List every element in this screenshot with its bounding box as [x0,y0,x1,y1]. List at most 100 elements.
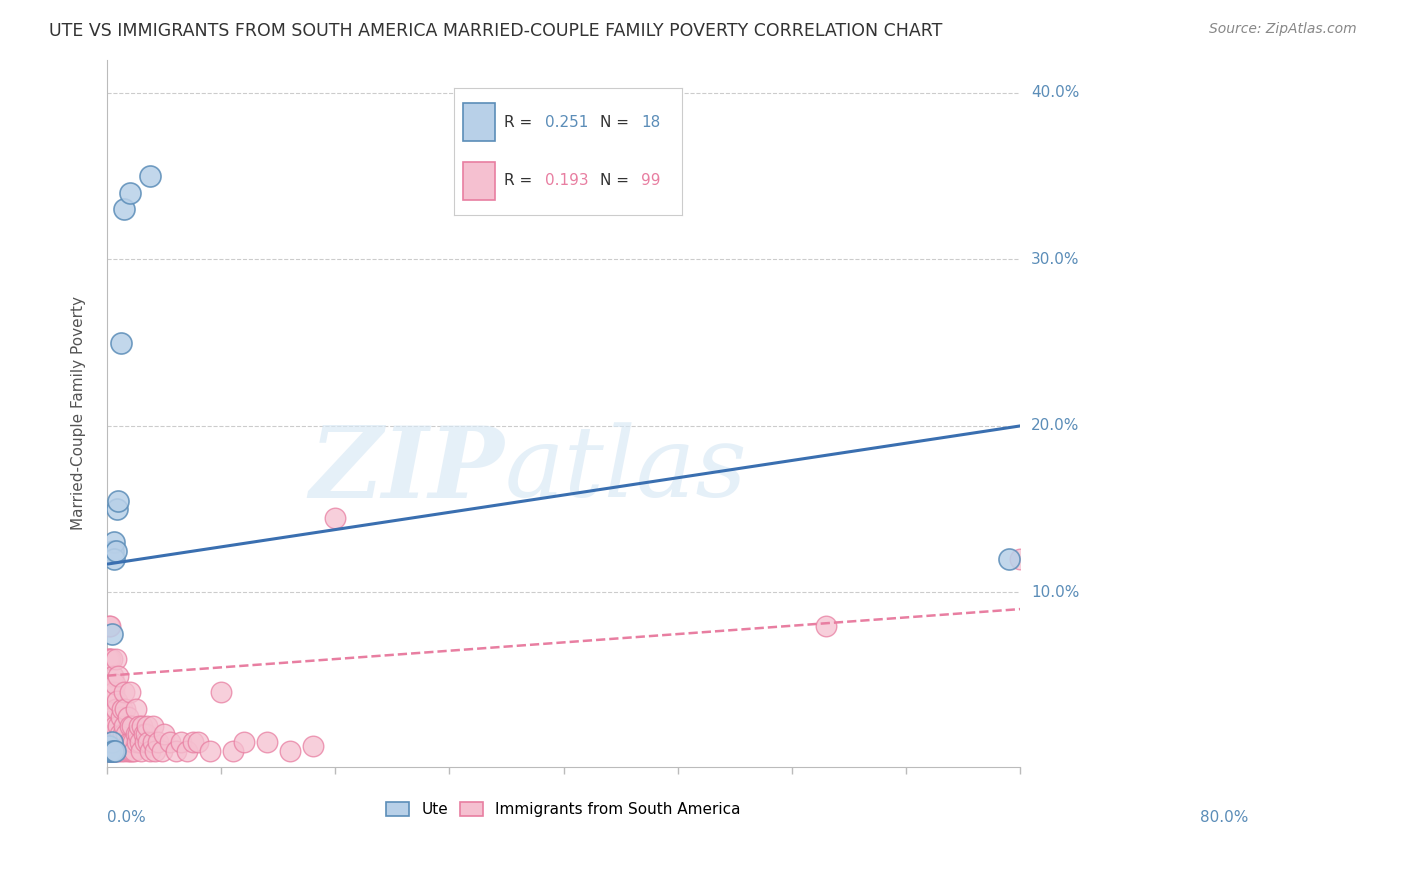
Point [105,652,128,666]
Point [114,735,136,749]
Point [110,744,132,758]
Point [101,710,124,724]
Point [105,702,128,716]
Point [1010,552,1032,566]
Point [112,718,135,732]
Text: Source: ZipAtlas.com: Source: ZipAtlas.com [1209,22,1357,37]
Point [104,744,127,758]
Point [112,202,135,217]
Point [98,685,121,699]
Point [100,652,122,666]
Point [100,744,122,758]
Point [112,727,135,741]
Point [136,735,159,749]
Point [132,727,155,741]
Point [115,727,138,741]
Point [121,718,143,732]
Point [187,735,209,749]
Point [124,744,146,758]
Point [97,685,120,699]
Point [101,668,124,682]
Point [120,735,142,749]
Point [97,652,120,666]
Point [142,718,165,732]
Point [112,744,135,758]
Point [301,739,323,753]
Text: 30.0%: 30.0% [1031,252,1080,267]
Point [100,718,122,732]
Point [103,552,125,566]
Point [815,618,838,632]
Point [100,693,122,707]
Point [142,735,165,749]
Point [997,552,1019,566]
Point [143,744,166,758]
Point [278,744,301,758]
Point [221,744,243,758]
Point [136,718,159,732]
Point [97,744,120,758]
Point [97,718,120,732]
Point [128,718,150,732]
Point [101,543,124,558]
Point [198,744,221,758]
Point [117,710,139,724]
Point [105,693,128,707]
Point [181,735,204,749]
Point [129,735,152,749]
Point [100,744,122,758]
Point [114,702,136,716]
Point [105,735,128,749]
Point [165,744,187,758]
Text: ZIP: ZIP [309,422,505,518]
Text: 40.0%: 40.0% [1031,86,1080,101]
Point [98,618,121,632]
Point [97,735,120,749]
Point [100,618,122,632]
Text: atlas: atlas [505,423,747,517]
Text: 0.0%: 0.0% [107,810,146,825]
Point [103,744,125,758]
Point [118,735,141,749]
Point [325,510,347,524]
Point [176,744,198,758]
Point [107,744,129,758]
Point [134,735,156,749]
Point [125,735,148,749]
Text: 10.0%: 10.0% [1031,585,1080,600]
Point [100,627,122,641]
Point [111,735,134,749]
Point [124,727,146,741]
Point [98,735,121,749]
Point [107,493,129,508]
Point [103,685,125,699]
Point [108,727,131,741]
Point [150,744,173,758]
Point [100,735,122,749]
Point [101,735,124,749]
Point [111,702,134,716]
Point [110,335,132,350]
Point [209,685,232,699]
Point [121,744,143,758]
Point [159,735,181,749]
Point [100,744,122,758]
Point [127,727,149,741]
Point [256,735,278,749]
Point [124,702,146,716]
Point [112,685,135,699]
Point [135,727,157,741]
Y-axis label: Married-Couple Family Poverty: Married-Couple Family Poverty [72,296,86,531]
Point [98,739,121,753]
Point [131,718,153,732]
Point [104,677,127,691]
Point [100,735,122,749]
Point [107,718,129,732]
Point [100,685,122,699]
Legend: Ute, Immigrants from South America: Ute, Immigrants from South America [380,796,747,823]
Point [117,744,139,758]
Point [103,535,125,549]
Point [98,652,121,666]
Point [110,710,132,724]
Point [139,169,162,183]
